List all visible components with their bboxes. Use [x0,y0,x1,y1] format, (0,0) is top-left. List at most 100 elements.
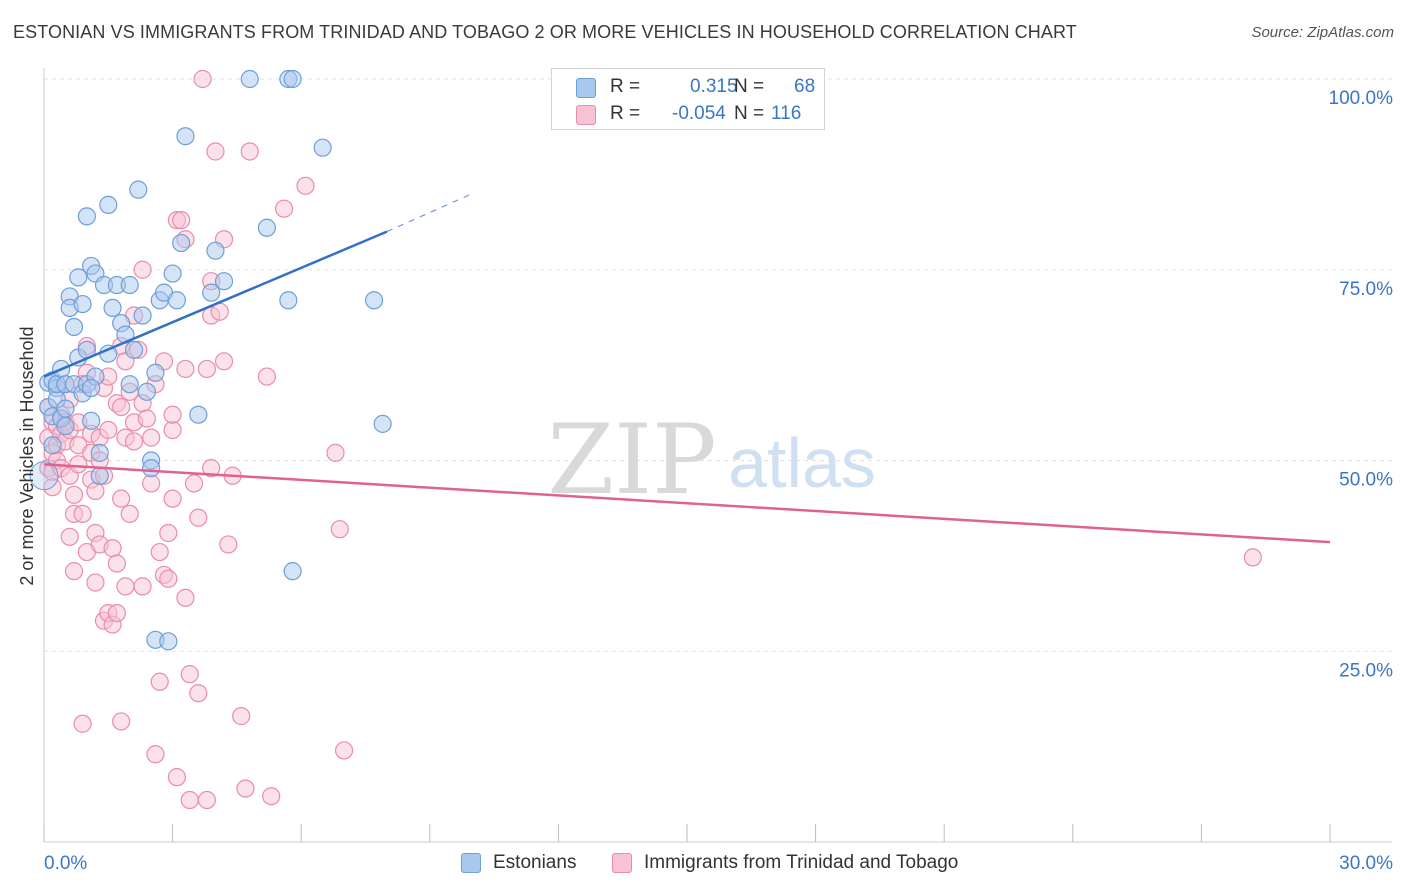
trinidad-point [330,520,349,539]
trinidad-point [184,474,204,493]
estonian-point [137,382,156,401]
n-value: 116 [771,103,802,124]
trinidad-point [133,577,152,596]
trinidad-point [219,535,238,554]
legend-label-trinidad: Immigrants from Trinidad and Tobago [644,852,959,873]
trinidad-point [193,69,212,89]
trinidad-point [112,712,131,731]
estonian-point [202,283,221,302]
estonian-point [257,218,277,237]
trinidad-point [64,485,84,504]
estonian-point [279,291,298,310]
trinidad-point [180,790,199,810]
trinidad-points [39,69,1262,810]
estonian-point [99,195,118,214]
trinidad-point [274,199,294,218]
trinidad-point [103,539,122,558]
estonian-point [240,69,259,89]
stats-swatch-pink [576,105,596,125]
n-label: N = [734,76,765,97]
estonian-point [364,291,384,310]
estonian-point [214,272,234,291]
trinidad-point [107,603,126,623]
y-tick-label: 100.0% [1329,88,1394,109]
estonian-point [142,459,161,478]
y-tick-label: 25.0% [1339,660,1393,681]
estonian-point [283,69,302,89]
estonian-point [120,375,139,394]
estonian-points [29,69,392,651]
chart-title: ESTONIAN VS IMMIGRANTS FROM TRINIDAD AND… [13,22,1077,42]
trinidad-point [334,741,354,760]
trinidad-point [142,428,161,447]
estonian-point [172,233,191,253]
legend-label-estonians: Estonians [493,852,577,873]
trinidad-trend-line [43,463,1331,544]
trinidad-point [236,779,255,798]
estonian-point [56,399,75,418]
estonian-point [120,275,139,295]
trinidad-point [163,420,182,440]
estonian-point [82,378,101,398]
trinidad-point [296,176,315,195]
trinidad-point [257,367,277,386]
trinidad-point [159,569,178,588]
tick-labels: 25.0% 50.0% 75.0% 100.0% 0.0% 30.0% [44,88,1393,874]
y-axis-label: 2 or more Vehicles in Household [17,326,37,585]
trinidad-point [133,260,152,279]
y-tick-label: 50.0% [1339,470,1393,491]
trinidad-point [197,790,216,810]
trinidad-point [112,397,131,417]
trinidad-point [176,359,195,379]
n-label: N = [734,103,765,124]
trinidad-point [69,455,88,474]
trinidad-point [172,211,191,230]
legend-item-estonians[interactable]: Estonians [461,852,576,874]
trinidad-point [107,554,126,573]
legend-item-trinidad[interactable]: Immigrants from Trinidad and Tobago [612,852,958,874]
trinidad-point [116,577,135,596]
trinidad-point [150,542,169,562]
r-label: R = [610,103,641,124]
trinidad-point [86,481,105,501]
estonian-point [90,466,109,485]
estonian-point [133,306,152,325]
estonian-point [103,298,122,317]
watermark-atlas: atlas [728,424,876,502]
estonian-point [73,294,92,314]
trinidad-point [146,745,165,764]
trinidad-point [73,504,92,524]
trinidad-point [163,489,182,508]
trinidad-point [99,420,118,440]
trinidad-point [150,672,169,691]
r-label: R = [610,76,641,97]
estonian-point [167,291,186,310]
trinidad-point [124,432,144,451]
estonian-point [159,632,178,651]
r-value: 0.315 [690,76,738,97]
trinidad-point [1243,548,1262,567]
legend-swatch-pink [612,853,632,873]
estonian-point [206,241,225,260]
gridlines [44,78,1392,652]
estonian-point [189,405,208,424]
estonian-point [90,443,109,462]
trinidad-point [112,489,131,508]
trinidad-point [206,142,225,161]
estonian-point [43,436,62,455]
trinidad-point [137,409,156,428]
x-tick-label: 30.0% [1339,853,1393,874]
estonian-trend-line [43,230,388,378]
estonian-point [373,414,392,433]
n-value: 68 [794,76,816,97]
trend-lines [43,192,1331,544]
trinidad-point [142,474,161,493]
source-credit: Source: ZipAtlas.com [1251,24,1394,41]
estonian-point [56,417,75,436]
estonian-point [82,411,101,430]
r-value: -0.054 [672,103,726,124]
x-tick-label: 0.0% [44,853,87,874]
stats-swatch-blue [576,78,596,98]
trinidad-point [189,508,208,527]
trinidad-point [163,405,182,424]
